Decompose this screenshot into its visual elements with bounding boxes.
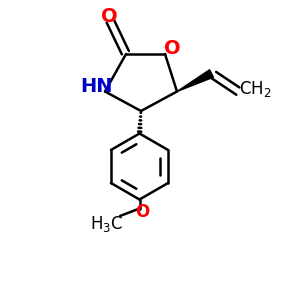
Text: O: O [135, 203, 150, 221]
Text: HN: HN [80, 77, 113, 97]
Text: O: O [101, 7, 118, 26]
Polygon shape [177, 70, 213, 92]
Text: H$_3$C: H$_3$C [90, 214, 123, 233]
Text: CH$_2$: CH$_2$ [239, 79, 271, 99]
Text: O: O [164, 38, 181, 58]
